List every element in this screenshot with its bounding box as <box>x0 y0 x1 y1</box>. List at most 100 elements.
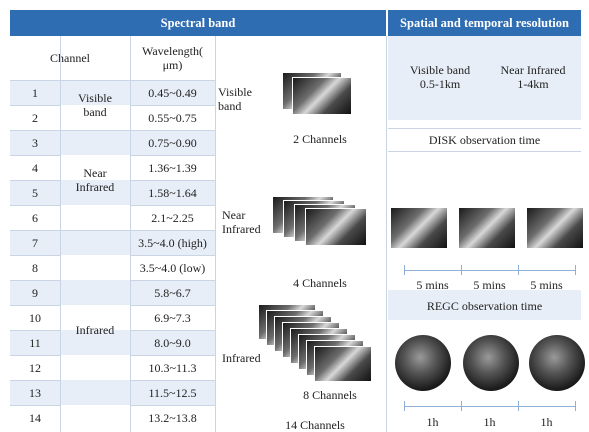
row-line <box>10 380 60 381</box>
group-label: Infrared <box>60 230 130 430</box>
wavelength: 1.36~1.39 <box>130 155 215 180</box>
wavelength: 3.5~4.0 (high) <box>130 230 215 255</box>
wavelength: 1.58~1.64 <box>130 180 215 205</box>
header-spectral: Spectral band <box>10 10 386 36</box>
row-line <box>130 205 215 206</box>
row-line <box>10 280 60 281</box>
near-res: Near Infrared 1-4km <box>488 60 578 94</box>
disk-image <box>458 207 516 249</box>
regc-interval: 1h <box>518 414 575 430</box>
timeline-tick <box>518 265 519 275</box>
group-line <box>60 130 130 131</box>
row-line <box>10 255 60 256</box>
row-line <box>10 155 60 156</box>
visible-res: Visible band 0.5-1km <box>395 60 485 94</box>
regc-interval: 1h <box>404 414 461 430</box>
near-label: Near Infrared <box>222 205 272 239</box>
column-line <box>60 36 61 432</box>
channel-number: 3 <box>10 130 60 155</box>
wavelength: 3.5~4.0 (low) <box>130 255 215 280</box>
wavelength: 10.3~11.3 <box>130 355 215 380</box>
column-header: Channel <box>10 36 130 80</box>
channel-number: 6 <box>10 205 60 230</box>
row-line <box>10 355 60 356</box>
wavelength: 0.55~0.75 <box>130 105 215 130</box>
row-line <box>130 380 215 381</box>
near-count: 4 Channels <box>260 274 380 292</box>
group-line <box>60 230 130 231</box>
wavelength: 6.9~7.3 <box>130 305 215 330</box>
row-line <box>130 130 215 131</box>
row-line <box>130 305 215 306</box>
satellite-image <box>305 208 367 246</box>
timeline-tick <box>461 401 462 411</box>
row-line <box>130 155 215 156</box>
wavelength: 2.1~2.25 <box>130 205 215 230</box>
row-line <box>130 280 215 281</box>
regc-image <box>463 335 519 391</box>
regc-image <box>395 335 451 391</box>
channel-number: 10 <box>10 305 60 330</box>
channel-number: 14 <box>10 405 60 430</box>
row-line <box>10 105 60 106</box>
regc-interval: 1h <box>461 414 518 430</box>
wavelength: 8.0~9.0 <box>130 330 215 355</box>
figure: Spectral band Spatial and temporal resol… <box>0 0 589 432</box>
wavelength: 0.75~0.90 <box>130 130 215 155</box>
timeline-tick <box>575 265 576 275</box>
res-line <box>388 151 581 152</box>
row-line <box>10 230 60 231</box>
channel-number: 5 <box>10 180 60 205</box>
column-header: Wavelength( μm) <box>130 36 215 80</box>
timeline <box>404 270 576 271</box>
header-resolution: Spatial and temporal resolution <box>388 10 581 36</box>
hline <box>10 80 215 81</box>
timeline <box>404 406 576 407</box>
timeline-tick <box>575 401 576 411</box>
disk-interval: 5 mins <box>518 277 575 293</box>
row-line <box>10 205 60 206</box>
row-line <box>10 305 60 306</box>
channel-number: 11 <box>10 330 60 355</box>
visible-label: Visible band <box>218 82 268 116</box>
disk-image <box>390 207 448 249</box>
channel-number: 7 <box>10 230 60 255</box>
wavelength: 0.45~0.49 <box>130 80 215 105</box>
disk-title: DISK observation time <box>388 129 581 151</box>
row-line <box>130 405 215 406</box>
channel-number: 2 <box>10 105 60 130</box>
column-line <box>130 36 131 432</box>
infrared-count: 8 Channels <box>270 386 390 404</box>
group-label: Near Infrared <box>60 130 130 230</box>
row-line <box>130 180 215 181</box>
wavelength: 13.2~13.8 <box>130 405 215 430</box>
total-count: 14 Channels <box>255 416 375 432</box>
row-line <box>10 330 60 331</box>
regc-image <box>529 335 585 391</box>
row-line <box>130 330 215 331</box>
timeline-tick <box>404 401 405 411</box>
row-line <box>10 130 60 131</box>
satellite-image <box>314 346 372 382</box>
timeline-tick <box>461 265 462 275</box>
infrared-label: Infrared <box>222 348 272 368</box>
row-line <box>130 255 215 256</box>
disk-interval: 5 mins <box>404 277 461 293</box>
disk-interval: 5 mins <box>461 277 518 293</box>
disk-image <box>526 207 584 249</box>
row-line <box>10 405 60 406</box>
channel-number: 9 <box>10 280 60 305</box>
group-label: Visible band <box>60 80 130 130</box>
row-line <box>130 355 215 356</box>
channel-number: 13 <box>10 380 60 405</box>
timeline-tick <box>518 401 519 411</box>
channel-number: 12 <box>10 355 60 380</box>
wavelength: 5.8~6.7 <box>130 280 215 305</box>
row-line <box>130 105 215 106</box>
row-line <box>130 230 215 231</box>
satellite-image <box>292 77 352 115</box>
column-line <box>215 36 216 432</box>
column-line <box>386 36 387 432</box>
wavelength: 11.5~12.5 <box>130 380 215 405</box>
row-line <box>10 180 60 181</box>
